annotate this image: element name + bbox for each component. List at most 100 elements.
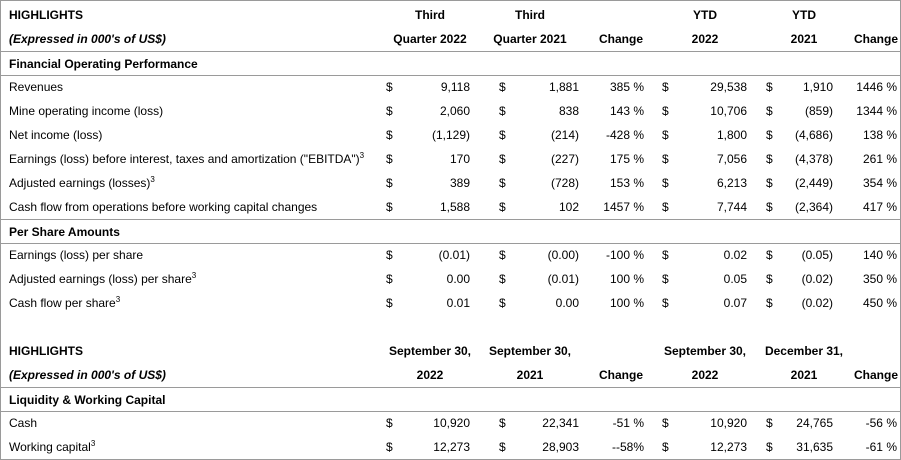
cell-y22: 7,056 (716, 152, 747, 166)
currency-symbol: $ (662, 248, 669, 262)
currency-symbol: $ (766, 416, 773, 430)
row-label: Adjusted earnings (loss) per share3 (9, 267, 196, 291)
cell-y21: (4,378) (794, 152, 833, 166)
column-head: September 30, (388, 344, 472, 358)
cell-ychg: 138 % (862, 128, 897, 142)
column-head: Change (853, 32, 898, 46)
cell-y22: 6,213 (716, 176, 747, 190)
footnote-marker: 3 (90, 439, 96, 448)
cell-q22: 0.00 (446, 272, 470, 286)
cell-q21: 22,341 (542, 416, 579, 430)
column-head: 2022 (691, 368, 719, 382)
cell-q22: (0.01) (438, 248, 470, 262)
cell-q21: 1,881 (548, 80, 579, 94)
currency-symbol: $ (662, 152, 669, 166)
cell-y22: 0.07 (723, 296, 747, 310)
currency-symbol: $ (766, 104, 773, 118)
row-label-text: Cash flow per share (9, 296, 116, 310)
cell-q22: 1,588 (439, 200, 470, 214)
footnote-marker: 3 (359, 151, 365, 160)
table-row: Cash flow from operations before working… (1, 195, 900, 219)
column-head: 2021 (516, 368, 544, 382)
cell-ychg: 350 % (862, 272, 897, 286)
table-row: Adjusted earnings (losses)3 $389 $ (728) 153… (1, 171, 900, 195)
table-row: Cash flow per share3 $0.01 $0.00 100 % $0.07… (1, 291, 900, 315)
footnote-marker: 3 (115, 295, 121, 304)
currency-symbol: $ (499, 152, 506, 166)
table-row: Mine operating income (loss) $2,060 $838 14… (1, 99, 900, 123)
row-label: Adjusted earnings (losses)3 (9, 171, 155, 195)
row-label: Working capital3 (9, 435, 95, 459)
column-head: December 31, (764, 344, 844, 358)
footnote-marker: 3 (150, 175, 155, 184)
cell-q21: (227) (550, 152, 579, 166)
cell-y22: 10,706 (710, 104, 747, 118)
currency-symbol: $ (386, 176, 393, 190)
currency-symbol: $ (766, 248, 773, 262)
section-title: Financial Operating Performance (9, 57, 198, 71)
cell-qchg: 385 % (609, 80, 644, 94)
table-title: HIGHLIGHTS (9, 344, 83, 358)
cell-ychg: 450 % (862, 296, 897, 310)
row-label: Mine operating income (loss) (9, 99, 163, 123)
section-title: Per Share Amounts (9, 225, 120, 239)
column-head: Change (598, 368, 643, 382)
column-head: 2021 (790, 368, 818, 382)
row-label-text: Cash (9, 416, 38, 430)
cell-q22: 9,118 (440, 80, 470, 94)
column-head: Third (415, 8, 445, 22)
cell-y22: 0.02 (723, 248, 747, 262)
cell-qchg: 100 % (609, 296, 644, 310)
table-row: Working capital3 $12,273 $28,903 --58% $12,2… (1, 435, 900, 459)
cell-qchg: --58% (611, 440, 644, 454)
row-label: Cash flow from operations before working… (9, 195, 317, 219)
cell-q22: 2,060 (439, 104, 470, 118)
footnote-marker: 3 (191, 271, 197, 280)
currency-symbol: $ (662, 200, 669, 214)
currency-symbol: $ (662, 104, 669, 118)
cell-q22: (1,129) (431, 128, 470, 142)
table-row: Net income (loss) $ (1,129) $ (214) -428 % $1,… (1, 123, 900, 147)
row-label: Earnings (loss) before interest, taxes a… (9, 147, 364, 171)
cell-y21: 1,910 (802, 80, 833, 94)
table-subtitle: (Expressed in 000's of US$) (9, 32, 166, 46)
row-label: Revenues (9, 75, 63, 99)
cell-y21: (0.02) (801, 296, 833, 310)
currency-symbol: $ (766, 440, 773, 454)
currency-symbol: $ (386, 152, 393, 166)
cell-y22: 10,920 (710, 416, 747, 430)
cell-y22: 0.05 (723, 272, 747, 286)
table1-header-row-1: HIGHLIGHTS Third Third YTD YTD (1, 3, 900, 27)
cell-qchg: -51 % (612, 416, 644, 430)
cell-q21: (728) (550, 176, 579, 190)
table-title: HIGHLIGHTS (9, 8, 83, 22)
currency-symbol: $ (499, 176, 506, 190)
row-label: Cash (9, 411, 37, 435)
cell-q22: 12,273 (433, 440, 470, 454)
table-row: Earnings (loss) before interest, taxes a… (1, 147, 900, 171)
currency-symbol: $ (662, 296, 669, 310)
cell-ychg: 354 % (862, 176, 897, 190)
cell-q21: 102 (558, 200, 579, 214)
table-row: Adjusted earnings (loss) per share3 $0.00… (1, 267, 900, 291)
row-label-text: Revenues (9, 80, 64, 94)
cell-qchg: 175 % (609, 152, 644, 166)
currency-symbol: $ (766, 80, 773, 94)
table2-header-row-1: HIGHLIGHTS September 30, September 30, Sept… (1, 339, 900, 363)
currency-symbol: $ (386, 440, 393, 454)
currency-symbol: $ (499, 296, 506, 310)
cell-q22: 0.01 (446, 296, 470, 310)
row-label-text: Adjusted earnings (loss) per share (9, 272, 192, 286)
currency-symbol: $ (766, 128, 773, 142)
cell-y21: (859) (804, 104, 833, 118)
currency-symbol: $ (662, 176, 669, 190)
column-head: YTD (792, 8, 816, 22)
currency-symbol: $ (662, 416, 669, 430)
cell-y21: 31,635 (796, 440, 833, 454)
currency-symbol: $ (499, 128, 506, 142)
cell-y21: (4,686) (794, 128, 833, 142)
cell-ychg: -61 % (865, 440, 897, 454)
table-row: Cash $10,920 $22,341 -51 % $10,920 $24,765 -56… (1, 411, 900, 435)
currency-symbol: $ (499, 440, 506, 454)
